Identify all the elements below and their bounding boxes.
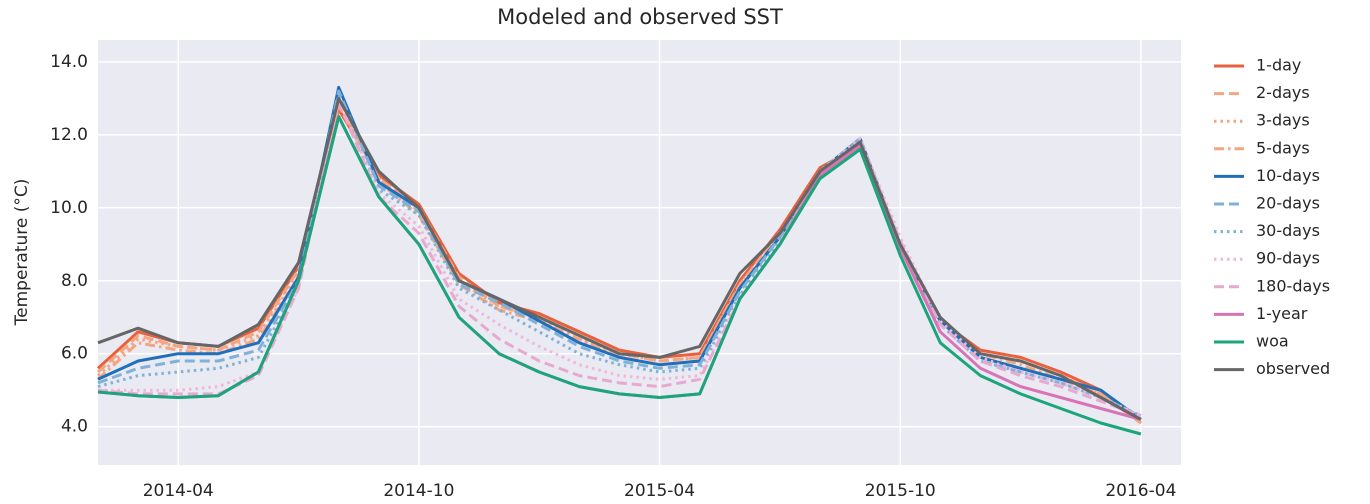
legend-label: woa — [1256, 332, 1289, 351]
series-line — [98, 96, 1142, 418]
y-tick-label: 8.0 — [61, 271, 88, 291]
series-line — [97, 100, 1142, 418]
series-line — [97, 96, 1142, 421]
legend-label: 20-days — [1256, 194, 1320, 213]
x-tick-label: 2014-04 — [143, 481, 214, 501]
x-tick-label: 2014-10 — [383, 481, 454, 501]
y-axis-label: Temperature (°C) — [12, 179, 32, 327]
plot-area — [98, 40, 1181, 465]
series-line — [96, 104, 1142, 425]
x-tick-label: 2015-04 — [624, 481, 695, 501]
legend-label: 180-days — [1256, 276, 1330, 295]
y-tick-label: 12.0 — [50, 125, 88, 145]
legend-label: 90-days — [1256, 249, 1320, 268]
legend-label: 5-days — [1256, 138, 1310, 157]
series-line — [97, 115, 1142, 436]
legend-label: 10-days — [1256, 166, 1320, 185]
x-tick-label: 2015-10 — [865, 481, 936, 501]
legend-label: 3-days — [1256, 111, 1310, 130]
y-tick-label: 10.0 — [50, 198, 88, 218]
legend-label: 30-days — [1256, 221, 1320, 240]
chart-title: Modeled and observed SST — [497, 5, 783, 29]
legend-label: observed — [1256, 359, 1330, 378]
y-tick-label: 14.0 — [50, 52, 88, 72]
y-tick-label: 6.0 — [61, 344, 88, 364]
x-tick-label: 2016-04 — [1105, 481, 1176, 501]
legend-label: 1-day — [1256, 56, 1301, 75]
series-line — [97, 85, 1142, 421]
y-tick-label: 4.0 — [61, 417, 88, 437]
legend-label: 1-year — [1256, 304, 1308, 323]
legend-label: 2-days — [1256, 83, 1310, 102]
